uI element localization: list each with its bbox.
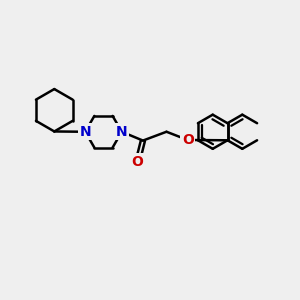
Text: N: N — [116, 125, 127, 139]
Text: O: O — [182, 133, 194, 147]
Text: N: N — [80, 125, 91, 139]
Text: O: O — [132, 155, 144, 169]
